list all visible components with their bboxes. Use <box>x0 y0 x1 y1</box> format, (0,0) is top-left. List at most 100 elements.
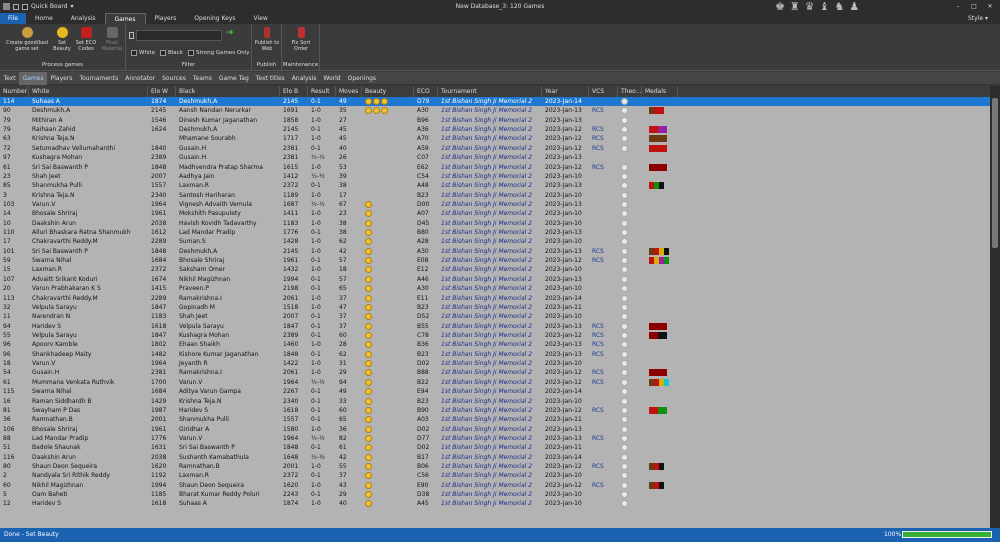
table-row[interactable]: 106 Bhosale Shriraj 1961 Giridhar A 1580 1-0 3… <box>0 425 990 434</box>
table-row[interactable]: 116 Daakshin Arun 2038 Sushanth Kamabathula… <box>0 453 990 462</box>
table-row[interactable]: 59 Swarna Nihal 1684 Bhosale Shriraj 1961 0-1… <box>0 256 990 265</box>
create-good-bad-button[interactable]: Create good/bad game set <box>3 27 51 52</box>
final-material-button[interactable]: Final Material <box>100 27 124 52</box>
tab-view[interactable]: View <box>253 15 268 22</box>
table-row[interactable]: 113 Chakravarthi Reddy.M 2289 Ramakrishna.I… <box>0 294 990 303</box>
pawn-icon[interactable]: ♟ <box>849 0 860 13</box>
table-row[interactable]: 107 Advaitt Srikant Koduri 1674 Nikhil Magi… <box>0 275 990 284</box>
subtab-openings[interactable]: Openings <box>347 74 377 82</box>
table-row[interactable]: 32 Velpula Sarayu 1847 Gopinadh M 1518 1-0 47 B… <box>0 303 990 312</box>
tab-games[interactable]: Games <box>104 13 146 24</box>
close-icon[interactable]: ✕ <box>987 3 993 10</box>
table-row[interactable]: 54 Gusain.H 2381 Ramakrishna.I 2061 1-0 29 B88 1… <box>0 368 990 377</box>
table-row[interactable]: 36 Ramnathan.B 2001 Shanmukha Pulli 1557 0-1 6… <box>0 415 990 424</box>
vertical-scrollbar[interactable] <box>990 86 1000 528</box>
table-row[interactable]: 103 Varun.V 1964 Vignesh Advaith Vemula 1687… <box>0 200 990 209</box>
maximize-icon[interactable]: □ <box>971 3 977 10</box>
tab-file[interactable]: File <box>0 13 27 24</box>
tab-home[interactable]: Home <box>35 15 53 22</box>
king-icon[interactable]: ♚ <box>775 0 785 13</box>
tab-players[interactable]: Players <box>154 15 177 22</box>
table-row[interactable]: 96 Shankhadeep Maity 1482 Kishore Kumar Jag… <box>0 350 990 359</box>
table-row[interactable]: 85 Shanmukha Pulli 1557 Laxman.R 2372 0-1 38 A4… <box>0 181 990 190</box>
table-row[interactable]: 20 Varun Prabhakaran K S 1415 Praveen.P 2198… <box>0 284 990 293</box>
column-header-medals[interactable]: Medals <box>642 86 678 97</box>
table-row[interactable]: 110 Alluri Bhaskara Ratna Shanmukh 1612 Lad… <box>0 228 990 237</box>
table-row[interactable]: 63 Krishna Teja.N Mhamane Sourabh 1717 1-0 45… <box>0 134 990 143</box>
column-header-beauty[interactable]: Beauty <box>362 86 414 97</box>
set-beauty-button[interactable]: Set Beauty <box>52 27 72 52</box>
table-row[interactable]: 114 Suhaas A 1874 Deshmukh,A 2145 0-1 49 D79 1st… <box>0 97 990 107</box>
table-row[interactable]: 96 Apoorv Kamble 1802 Ehaan Shaikh 1460 1-0 28… <box>0 340 990 349</box>
column-header-number[interactable]: Number <box>0 86 29 97</box>
subtab-sources[interactable]: Sources <box>162 74 186 82</box>
column-header-tournament[interactable]: Tournament <box>438 86 542 97</box>
tab-opening-keys[interactable]: Opening Keys <box>194 15 236 22</box>
table-row[interactable]: 17 Chakravarthi Reddy.M 2289 Suman.S 1428 1-0… <box>0 237 990 246</box>
subtab-analysis[interactable]: Analysis <box>291 74 317 82</box>
subtab-text[interactable]: Text <box>3 74 16 82</box>
arrow-right-icon[interactable]: ➔ <box>226 28 234 38</box>
knight-icon[interactable]: ♞ <box>834 0 845 13</box>
black-checkbox[interactable]: Black <box>160 50 183 56</box>
tab-analysis[interactable]: Analysis <box>70 15 96 22</box>
table-row[interactable]: 97 Kushagra Mohan 2389 Gusain.H 2381 ½-½ 26 C07… <box>0 153 990 162</box>
fix-sort-order-button[interactable]: Fix Sort Order <box>288 27 314 52</box>
subtab-text-titles[interactable]: Text titles <box>255 74 285 82</box>
table-row[interactable]: 61 Sri Sai Baswanth P 1848 Madhvendra Prata… <box>0 163 990 172</box>
table-row[interactable]: 60 Nikhil Magizhnan 1994 Shaun Deon Sequeir… <box>0 481 990 490</box>
queen-icon[interactable]: ♛ <box>804 0 815 13</box>
table-row[interactable]: 5 Oam Baheti 1185 Bharat Kumar Reddy Poluri… <box>0 490 990 499</box>
subtab-players[interactable]: Players <box>50 74 73 82</box>
table-row[interactable]: 18 Varun.V 1964 Jeyanth R 1422 1-0 31 D02 1st Bi… <box>0 359 990 368</box>
table-row[interactable]: 101 Sri Sai Baswanth P 1848 Deshmukh,A 2145 1… <box>0 247 990 256</box>
minimize-icon[interactable]: – <box>956 3 960 10</box>
column-header-elo-b[interactable]: Elo B <box>280 86 308 97</box>
table-row[interactable]: 72 Setumadhav Vellumahanthi 1840 Gusain.H 23… <box>0 144 990 153</box>
strong-games-checkbox[interactable]: Strong Games Only <box>188 50 249 56</box>
subtab-teams[interactable]: Teams <box>192 74 212 82</box>
column-header-theo[interactable]: Theo... <box>618 86 642 97</box>
table-row[interactable]: 11 Narendran N 1183 Shah Jeet 2007 0-1 37 D52 1s… <box>0 312 990 321</box>
table-row[interactable]: 80 Shaun Deon Sequeira 1620 Ramnathan.B 2001… <box>0 462 990 471</box>
scrollbar-thumb[interactable] <box>992 98 998 248</box>
set-eco-codes-button[interactable]: Set ECO Codes <box>74 27 98 52</box>
subtab-game-tag[interactable]: Game Tag <box>218 74 249 82</box>
column-header-white[interactable]: White <box>29 86 148 97</box>
quickboard-checkbox[interactable] <box>22 3 28 10</box>
column-header-year[interactable]: Year <box>542 86 589 97</box>
subtab-tournaments[interactable]: Tournaments <box>79 74 119 82</box>
save-icon[interactable] <box>13 3 19 10</box>
table-row[interactable]: 79 Raihaan Zahid 1624 Deshmukh,A 2145 0-1 45 A3… <box>0 125 990 134</box>
column-header-eco[interactable]: ECO <box>414 86 438 97</box>
table-row[interactable]: 10 Daakshin Arun 2038 Havish Kovidh Tadavar… <box>0 219 990 228</box>
table-row[interactable]: 61 Mummana Venkata Ruthvik 1700 Varun.V 1964… <box>0 378 990 387</box>
bishop-icon[interactable]: ♝ <box>819 0 830 13</box>
table-row[interactable]: 2 Nandyala Sri Rithik Reddy 1192 Laxman.R 23… <box>0 471 990 480</box>
table-row[interactable]: 79 Mithiran A 1546 Dinesh Kumar Jaganathan 1… <box>0 116 990 125</box>
white-checkbox[interactable]: White <box>131 50 155 56</box>
table-row[interactable]: 88 Lad Mandar Pradip 1776 Varun.V 1964 ½-½ 82 D… <box>0 434 990 443</box>
subtab-annotator[interactable]: Annotator <box>125 74 156 82</box>
column-header-vcs[interactable]: VCS <box>589 86 618 97</box>
table-row[interactable]: 3 Krishna Teja.N 2340 Santosh Hariharan 1189… <box>0 191 990 200</box>
table-row[interactable]: 16 Raman Siddhardh B 1429 Krishna Teja.N 234… <box>0 397 990 406</box>
table-row[interactable]: 12 Haridev S 1618 Suhaas A 1874 1-0 40 A45 1st B… <box>0 499 990 508</box>
table-row[interactable]: 94 Haridev S 1618 Velpula Sarayu 1847 0-1 37 B5… <box>0 322 990 331</box>
subtab-world[interactable]: World <box>323 74 341 82</box>
subtab-games[interactable]: Games <box>19 71 48 85</box>
table-row[interactable]: 90 Deshmukh,A 2145 Aansh Nandan Nerurkar 169… <box>0 106 990 115</box>
style-menu[interactable]: Style ▾ <box>968 15 988 22</box>
table-row[interactable]: 115 Swarna Nihal 1684 Aditya Varun Gampa 226… <box>0 387 990 396</box>
table-row[interactable]: 15 Laxman.R 2372 Saksham Omer 1432 1-0 18 E12 1s… <box>0 265 990 274</box>
table-row[interactable]: 81 Swayham P Das 1987 Haridev S 1618 0-1 60 B90… <box>0 406 990 415</box>
rook-icon[interactable]: ♜ <box>789 0 800 13</box>
table-row[interactable]: 51 Badole Shaunak 1631 Sri Sai Baswanth P 18… <box>0 443 990 452</box>
column-header-result[interactable]: Result <box>308 86 336 97</box>
table-row[interactable]: 55 Velpula Sarayu 1847 Kushagra Mohan 2389 0-… <box>0 331 990 340</box>
chevron-down-icon[interactable]: ▾ <box>70 3 74 10</box>
column-header-elo-w[interactable]: Elo W <box>148 86 176 97</box>
publish-to-web-button[interactable]: Publish to Web <box>254 27 280 52</box>
column-header-black[interactable]: Black <box>176 86 280 97</box>
column-header-moves[interactable]: Moves <box>336 86 362 97</box>
